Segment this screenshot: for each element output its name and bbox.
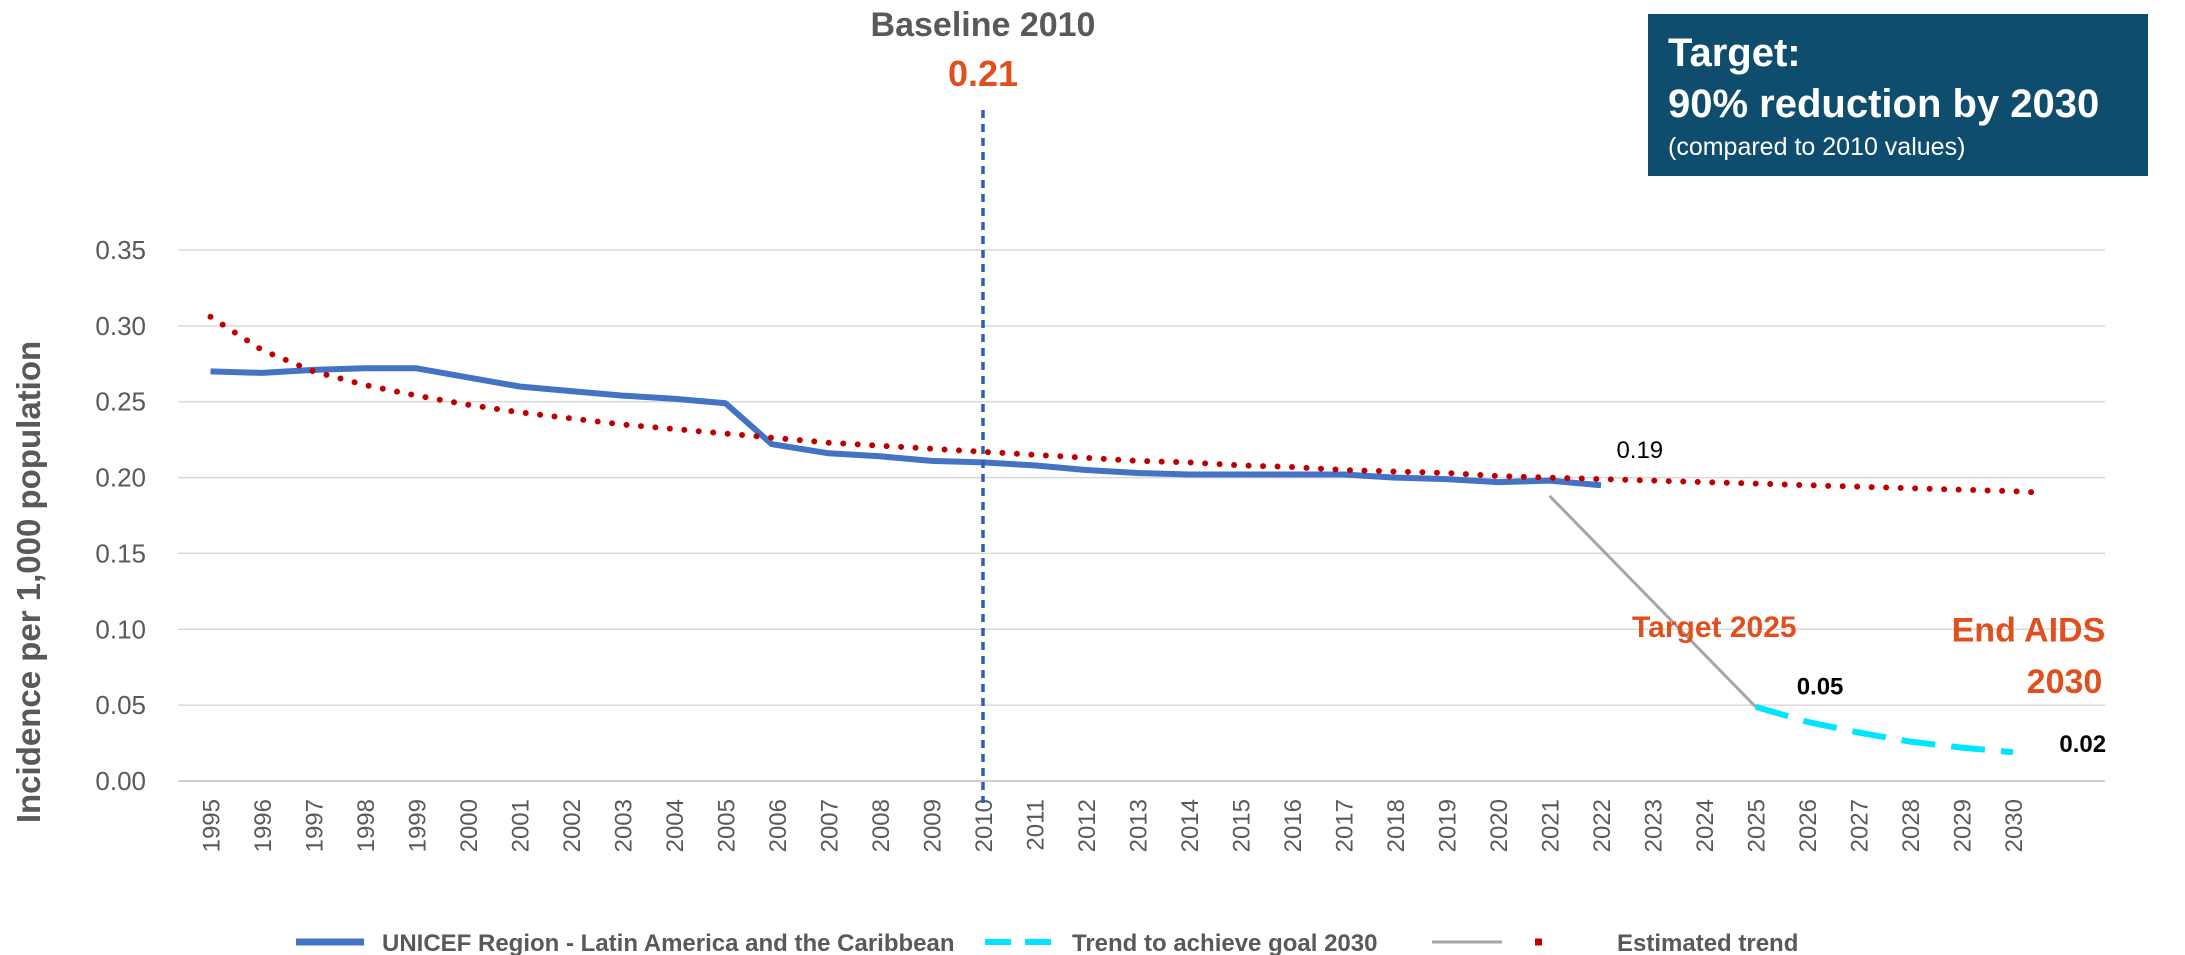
y-tick-label: 0.30 [95, 311, 146, 341]
y-tick-label: 0.10 [95, 614, 146, 644]
x-tick-label: 2016 [1280, 799, 1307, 852]
annotations: 0.19 0.05 0.02 Target 2025 End AIDS 2030 [1616, 437, 2106, 758]
series-connector [1548, 494, 1757, 708]
annotation-label: End AIDS [1952, 611, 2106, 649]
annotation-label: 0.02 [2059, 731, 2106, 758]
baseline-marker: Baseline 2010 0.21 [871, 6, 1096, 803]
annotation-label: 0.19 [1616, 437, 1663, 464]
target-box: Target: 90% reduction by 2030 (compared … [1648, 14, 2148, 176]
x-tick-label: 2026 [1795, 799, 1822, 852]
y-tick-label: 0.05 [95, 690, 146, 720]
y-tick-label: 0.00 [95, 766, 146, 796]
x-tick-label: 2023 [1641, 799, 1668, 852]
x-tick-label: 2007 [817, 799, 844, 852]
legend-label: UNICEF Region - Latin America and the Ca… [382, 930, 955, 955]
x-tick-label: 2024 [1692, 799, 1719, 852]
series-estimated-trend [207, 313, 2047, 496]
target-note: (compared to 2010 values) [1668, 133, 1966, 161]
annotation-label: Target 2025 [1632, 611, 1797, 644]
y-axis-ticks: 0.00 0.05 0.10 0.15 0.20 0.25 0.30 0.35 [95, 235, 146, 796]
x-tick-label: 1996 [250, 799, 277, 852]
x-tick-label: 2009 [920, 799, 947, 852]
y-tick-label: 0.25 [95, 387, 146, 417]
x-tick-label: 2019 [1435, 799, 1462, 852]
x-tick-label: 2021 [1538, 799, 1565, 852]
x-axis-ticks: 1995 1996 1997 1998 1999 2000 2001 2002 2003 2004… [199, 799, 2029, 852]
series-trend-to-achieve-goal-2030 [1754, 703, 2014, 756]
annotation-label: 2030 [2027, 663, 2103, 701]
x-tick-label: 1995 [199, 799, 226, 852]
x-tick-label: 2025 [1744, 799, 1771, 852]
x-tick-label: 2030 [2001, 799, 2028, 852]
y-tick-label: 0.15 [95, 538, 146, 568]
x-tick-label: 2014 [1177, 799, 1204, 852]
x-tick-label: 2022 [1589, 799, 1616, 852]
x-tick-label: 2002 [559, 799, 586, 852]
x-tick-label: 2015 [1229, 799, 1256, 852]
x-tick-label: 2008 [868, 799, 895, 852]
x-tick-label: 2006 [765, 799, 792, 852]
x-tick-label: 1997 [302, 799, 329, 852]
x-tick-label: 2010 [971, 799, 998, 852]
x-tick-label: 2003 [611, 799, 638, 852]
x-tick-label: 2000 [456, 799, 483, 852]
baseline-label: Baseline 2010 [871, 6, 1096, 44]
x-tick-label: 1998 [353, 799, 380, 852]
y-axis-title: Incidence per 1,000 population [10, 341, 47, 823]
x-tick-label: 2012 [1074, 799, 1101, 852]
x-tick-label: 1999 [405, 799, 432, 852]
target-title: Target: [1668, 31, 1801, 75]
x-tick-label: 2027 [1847, 799, 1874, 852]
target-goal: 90% reduction by 2030 [1668, 82, 2100, 126]
x-tick-label: 2029 [1950, 799, 1977, 852]
x-tick-label: 2005 [714, 799, 741, 852]
x-tick-label: 2001 [508, 799, 535, 852]
legend: UNICEF Region - Latin America and the Ca… [296, 930, 1798, 955]
y-tick-label: 0.35 [95, 235, 146, 265]
legend-label: Estimated trend [1617, 930, 1798, 955]
legend-label: Trend to achieve goal 2030 [1072, 930, 1377, 955]
baseline-value: 0.21 [948, 53, 1018, 94]
x-tick-label: 2020 [1486, 799, 1513, 852]
series-unicef-region-latin-america-and-the-caribbean [210, 365, 1602, 489]
series-lines [207, 313, 2047, 756]
annotation-label: 0.05 [1797, 674, 1844, 701]
x-tick-label: 2017 [1332, 799, 1359, 852]
gridlines [178, 249, 2105, 782]
x-tick-label: 2013 [1126, 799, 1153, 852]
x-tick-label: 2004 [662, 799, 689, 852]
x-tick-label: 2028 [1898, 799, 1925, 852]
y-tick-label: 0.20 [95, 463, 146, 493]
x-tick-label: 2011 [1023, 799, 1050, 851]
x-tick-label: 2018 [1383, 799, 1410, 852]
